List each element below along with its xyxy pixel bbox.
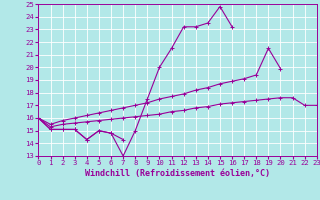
X-axis label: Windchill (Refroidissement éolien,°C): Windchill (Refroidissement éolien,°C) bbox=[85, 169, 270, 178]
